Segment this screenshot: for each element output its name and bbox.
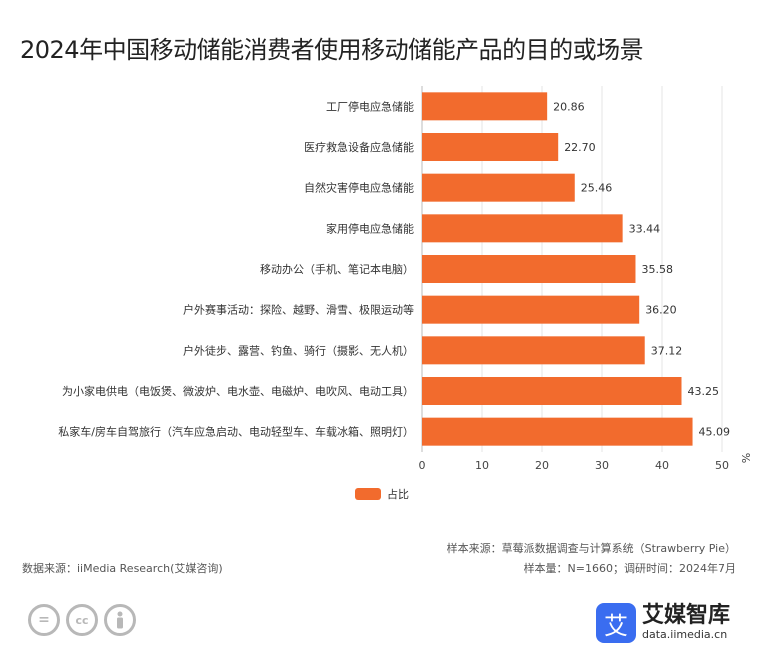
x-axis-ticks: 0 10 20 30 40 50% [419, 453, 753, 472]
bar-5 [422, 295, 640, 324]
value-label-8: 45.09 [699, 426, 731, 439]
category-labels: 工厂停电应急储能医疗救急设备应急储能自然灾害停电应急储能家用停电应急储能移动办公… [58, 99, 414, 438]
category-label-1: 医疗救急设备应急储能 [304, 140, 414, 154]
category-label-5: 户外赛事活动：探险、越野、滑雪、极限运动等 [183, 303, 414, 317]
bar-chart: 工厂停电应急储能医疗救急设备应急储能自然灾害停电应急储能家用停电应急储能移动办公… [58, 86, 753, 472]
category-label-7: 为小家电供电（电饭煲、微波炉、电水壶、电磁炉、电吹风、电动工具） [62, 384, 414, 398]
value-label-0: 20.86 [553, 100, 585, 113]
x-tick-label-1: 10 [475, 459, 489, 472]
brand-url: data.iimedia.cn [642, 628, 728, 641]
legend-label: 占比 [387, 488, 409, 501]
legend-swatch [355, 488, 381, 500]
x-tick-label-2: 20 [535, 459, 549, 472]
license-icons: = cc [28, 604, 136, 636]
bar-2 [422, 173, 575, 202]
x-tick-label-0: 0 [419, 459, 426, 472]
data-source-note: 数据来源：iiMedia Research(艾媒咨询) [22, 562, 223, 575]
bar-1 [422, 133, 559, 161]
bar-7 [422, 377, 682, 405]
x-tick-label-3: 30 [595, 459, 609, 472]
value-label-6: 37.12 [651, 344, 683, 357]
value-label-5: 36.20 [645, 304, 677, 317]
x-tick-label-4: 40 [655, 459, 669, 472]
brand: 艾 艾媒智库 data.iimedia.cn [596, 603, 730, 643]
bar-3 [422, 214, 623, 243]
x-axis-unit: % [739, 453, 752, 463]
cc-icon: cc [66, 604, 98, 636]
value-labels: 20.86 22.70 25.46 33.44 35.58 36.20 37.12 43.25… [553, 100, 730, 438]
category-label-0: 工厂停电应急储能 [326, 99, 414, 113]
category-label-4: 移动办公（手机、笔记本电脑） [260, 262, 414, 276]
brand-logo-icon: 艾 [596, 603, 636, 643]
bar-6 [422, 336, 645, 365]
value-label-3: 33.44 [629, 222, 661, 235]
bar-4 [422, 255, 636, 283]
category-label-3: 家用停电应急储能 [326, 221, 414, 235]
value-label-1: 22.70 [564, 141, 596, 154]
value-label-2: 25.46 [581, 182, 613, 195]
sample-size-note: 样本量：N=1660；调研时间：2024年7月 [523, 562, 736, 575]
bar-8 [422, 417, 693, 446]
x-tick-label-5: 50 [715, 459, 729, 472]
value-label-7: 43.25 [688, 385, 720, 398]
bar-0 [422, 92, 548, 121]
value-label-4: 35.58 [641, 263, 673, 276]
category-label-6: 户外徒步、露营、钓鱼、骑行（摄影、无人机） [183, 343, 414, 357]
brand-name: 艾媒智库 [642, 603, 731, 628]
equals-icon: = [28, 604, 60, 636]
bars [422, 92, 693, 446]
chart-title: 2024年中国移动储能消费者使用移动储能产品的目的或场景 [20, 36, 644, 64]
legend: 占比 [355, 486, 409, 502]
category-label-2: 自然灾害停电应急储能 [304, 181, 414, 195]
sample-source-note: 样本来源：草莓派数据调查与计算系统（Strawberry Pie） [446, 542, 736, 555]
person-icon [104, 604, 136, 636]
category-label-8: 私家车/房车自驾旅行（汽车应急启动、电动轻型车、车载冰箱、照明灯） [58, 425, 414, 439]
